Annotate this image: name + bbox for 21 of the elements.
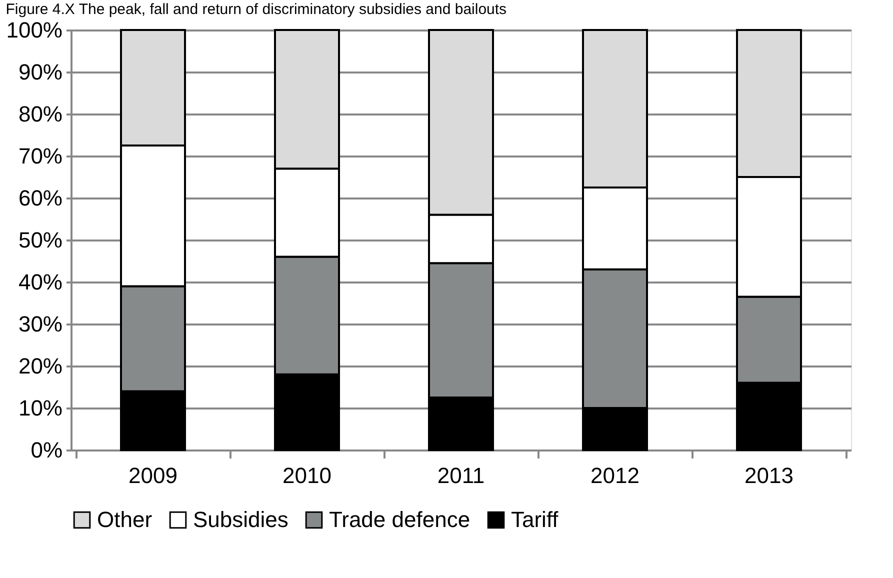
y-tick-label: 10% <box>18 396 62 420</box>
y-tick-label: 40% <box>18 270 62 294</box>
legend-label: Subsidies <box>193 507 288 532</box>
y-tick-label: 70% <box>18 144 62 168</box>
y-tick-label: 50% <box>18 228 62 252</box>
y-tick-label: 0% <box>30 438 62 462</box>
x-tick-label: 2012 <box>590 463 640 488</box>
legend-label: Trade defence <box>329 507 470 532</box>
y-tick-label: 100% <box>6 18 62 42</box>
x-tick-label: 2010 <box>282 463 332 488</box>
legend-label: Other <box>97 507 152 532</box>
chart-title: Figure 4.X The peak, fall and return of discriminatory subsidies and bailouts <box>6 1 507 18</box>
y-tick-label: 30% <box>18 312 62 336</box>
x-tick-label: 2009 <box>128 463 178 488</box>
y-tick-label: 20% <box>18 354 62 378</box>
x-tick-label: 2011 <box>437 463 485 488</box>
y-tick-label: 90% <box>18 60 62 84</box>
y-tick-label: 80% <box>18 102 62 126</box>
legend-label: Tariff <box>511 507 560 532</box>
x-tick-label: 2013 <box>744 463 794 488</box>
y-tick-label: 60% <box>18 186 62 210</box>
